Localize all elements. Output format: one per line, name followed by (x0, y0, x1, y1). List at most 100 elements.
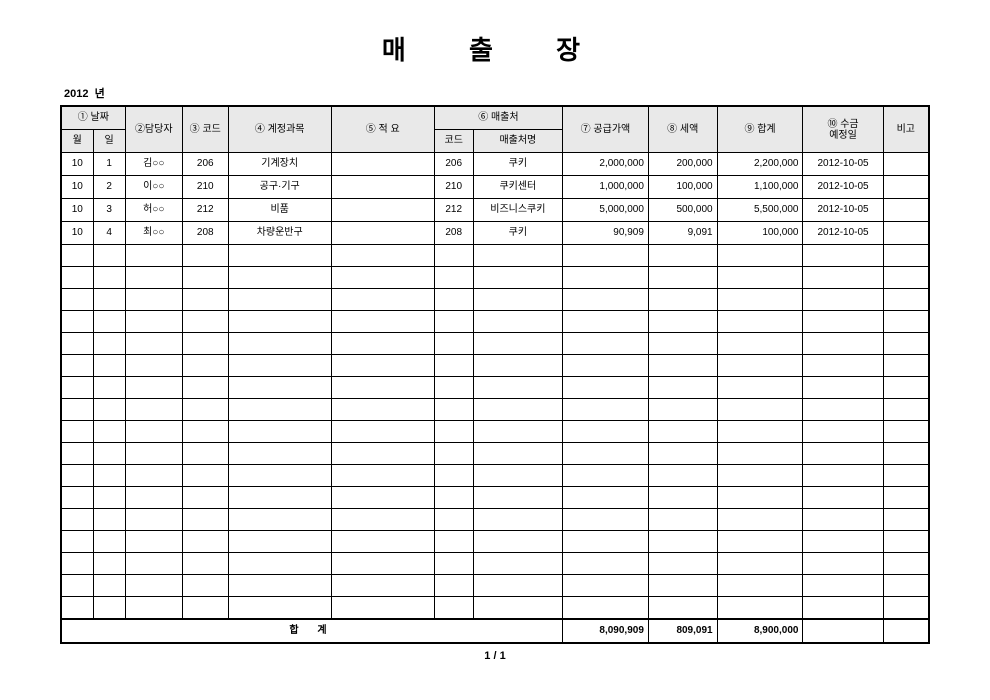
cell-manager: 허○○ (125, 199, 182, 222)
cell-account (228, 289, 331, 311)
cell-ccode: 212 (434, 199, 473, 222)
cell-due: 2012-10-05 (803, 199, 883, 222)
cell-tax (648, 399, 717, 421)
table-row (61, 443, 929, 465)
cell-note (883, 487, 929, 509)
cell-manager (125, 311, 182, 333)
cell-supply (563, 333, 649, 355)
cell-note (883, 245, 929, 267)
cell-supply: 90,909 (563, 222, 649, 245)
cell-day: 3 (93, 199, 125, 222)
table-row (61, 267, 929, 289)
cell-note (883, 267, 929, 289)
cell-supply (563, 553, 649, 575)
table-row (61, 575, 929, 597)
cell-desc (331, 311, 434, 333)
cell-account: 차량운반구 (228, 222, 331, 245)
cell-month (61, 421, 93, 443)
cell-month (61, 289, 93, 311)
table-row (61, 531, 929, 553)
cell-tax (648, 443, 717, 465)
cell-ccode (434, 377, 473, 399)
year-value: 2012 (64, 88, 88, 100)
cell-desc (331, 421, 434, 443)
table-row: 103허○○212비품212비즈니스쿠키5,000,000500,0005,50… (61, 199, 929, 222)
cell-note (883, 575, 929, 597)
cell-account: 기계장치 (228, 153, 331, 176)
cell-manager (125, 487, 182, 509)
cell-tax (648, 377, 717, 399)
cell-account (228, 333, 331, 355)
year-line: 2012 년 (60, 85, 930, 101)
cell-month (61, 553, 93, 575)
cell-account (228, 553, 331, 575)
cell-desc (331, 531, 434, 553)
cell-note (883, 333, 929, 355)
cell-code: 206 (182, 153, 228, 176)
cell-account (228, 311, 331, 333)
cell-ccode (434, 245, 473, 267)
cell-month: 10 (61, 176, 93, 199)
cell-ccode (434, 333, 473, 355)
cell-due (803, 597, 883, 619)
cell-desc (331, 289, 434, 311)
table-row (61, 311, 929, 333)
cell-due (803, 377, 883, 399)
cell-due: 2012-10-05 (803, 222, 883, 245)
cell-cname: 쿠키 (473, 222, 562, 245)
cell-cname (473, 531, 562, 553)
cell-cname: 비즈니스쿠키 (473, 199, 562, 222)
table-row (61, 333, 929, 355)
cell-supply (563, 245, 649, 267)
cell-code (182, 509, 228, 531)
cell-code (182, 333, 228, 355)
cell-cname (473, 289, 562, 311)
cell-code (182, 311, 228, 333)
totals-note (883, 619, 929, 643)
cell-day (93, 553, 125, 575)
cell-code (182, 443, 228, 465)
cell-day: 2 (93, 176, 125, 199)
cell-manager (125, 421, 182, 443)
cell-cname (473, 575, 562, 597)
cell-total: 100,000 (717, 222, 803, 245)
cell-due (803, 289, 883, 311)
cell-ccode: 206 (434, 153, 473, 176)
cell-month (61, 575, 93, 597)
cell-desc (331, 199, 434, 222)
cell-supply (563, 311, 649, 333)
cell-manager: 최○○ (125, 222, 182, 245)
cell-day (93, 597, 125, 619)
cell-account (228, 355, 331, 377)
cell-due (803, 553, 883, 575)
cell-note (883, 421, 929, 443)
cell-code (182, 421, 228, 443)
cell-ccode (434, 289, 473, 311)
cell-supply (563, 377, 649, 399)
cell-cname (473, 487, 562, 509)
cell-supply (563, 267, 649, 289)
cell-due (803, 245, 883, 267)
cell-note (883, 465, 929, 487)
cell-supply (563, 421, 649, 443)
cell-day (93, 245, 125, 267)
table-row (61, 509, 929, 531)
table-header: ① 날짜 ②담당자 ③ 코드 ④ 계정과목 ⑤ 적 요 ⑥ 매출처 ⑦ 공급가액… (61, 106, 929, 153)
cell-ccode (434, 399, 473, 421)
cell-account (228, 267, 331, 289)
cell-due (803, 311, 883, 333)
cell-month (61, 531, 93, 553)
cell-tax (648, 575, 717, 597)
hdr-customer: ⑥ 매출처 (434, 106, 562, 130)
cell-note (883, 176, 929, 199)
cell-note (883, 553, 929, 575)
cell-day: 1 (93, 153, 125, 176)
cell-tax (648, 245, 717, 267)
cell-tax (648, 311, 717, 333)
cell-cname (473, 597, 562, 619)
totals-tax: 809,091 (648, 619, 717, 643)
cell-code (182, 267, 228, 289)
table-row: 102이○○210공구·기구210쿠키센터1,000,000100,0001,1… (61, 176, 929, 199)
cell-ccode (434, 531, 473, 553)
cell-month (61, 443, 93, 465)
